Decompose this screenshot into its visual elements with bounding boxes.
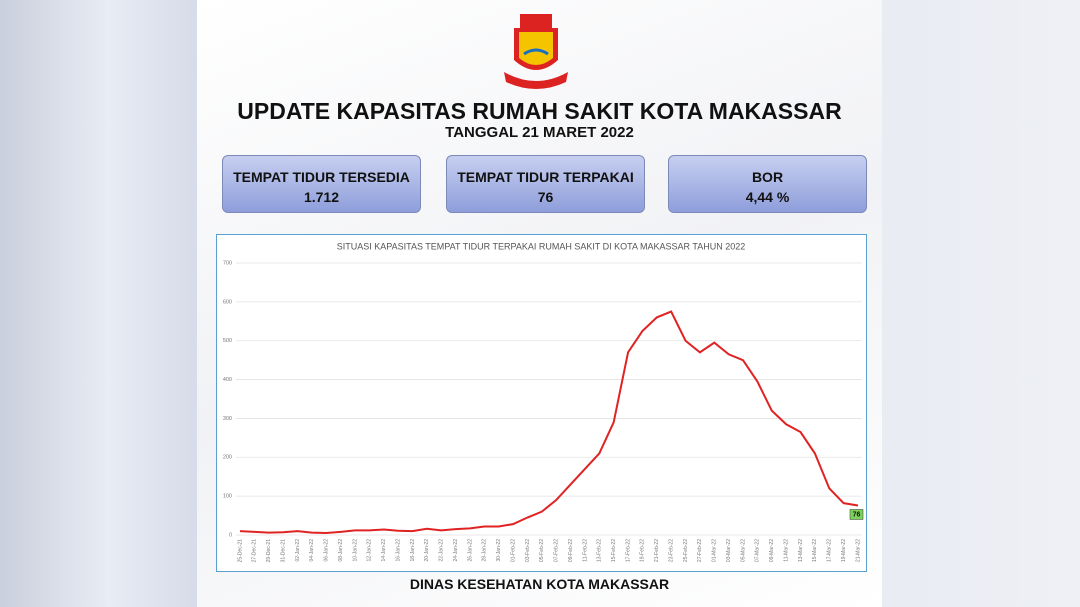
line bbox=[239, 310, 859, 535]
subtitle: TANGGAL 21 MARET 2022 bbox=[445, 124, 634, 141]
x-tick-label: 19-Mar-22 bbox=[841, 539, 847, 562]
x-tick-label: 11-Mar-22 bbox=[783, 539, 789, 562]
x-tick-label: 03-Feb-22 bbox=[525, 539, 531, 562]
stat-value: 76 bbox=[537, 189, 554, 205]
x-tick-label: 05-Feb-22 bbox=[539, 539, 545, 562]
x-tick-label: 04-Jan-22 bbox=[309, 539, 315, 562]
x-tick-label: 21-Feb-22 bbox=[654, 539, 660, 562]
x-tick-label: 30-Jan-22 bbox=[496, 539, 502, 562]
x-tick-label: 11-Feb-22 bbox=[582, 539, 588, 562]
y-tick-label: 500 bbox=[223, 338, 232, 344]
x-tick-label: 03-Mar-22 bbox=[726, 539, 732, 562]
stat-value: 1.712 bbox=[303, 189, 340, 205]
y-tick-label: 100 bbox=[223, 494, 232, 500]
y-tick-label: 200 bbox=[223, 455, 232, 461]
logo-crown bbox=[520, 14, 552, 28]
y-tick-label: 0 bbox=[229, 532, 232, 538]
x-tick-label: 20-Jan-22 bbox=[424, 539, 430, 562]
stat-label: BOR bbox=[751, 169, 784, 185]
stat-box: TEMPAT TIDUR TERPAKAI 76 bbox=[446, 155, 645, 213]
x-tick-label: 25-Dec-21 bbox=[237, 539, 243, 563]
x-tick-label: 01-Mar-22 bbox=[712, 539, 718, 562]
stat-label: TEMPAT TIDUR TERSEDIA bbox=[233, 169, 410, 185]
x-tick-label: 02-Jan-22 bbox=[295, 539, 301, 562]
logo-ribbon bbox=[504, 72, 568, 89]
x-tick-label: 07-Feb-22 bbox=[554, 539, 560, 562]
x-tick-label: 23-Feb-22 bbox=[668, 539, 674, 562]
x-tick-label: 17-Feb-22 bbox=[625, 539, 631, 562]
x-tick-label: 06-Jan-22 bbox=[324, 539, 330, 562]
x-tick-label: 29-Dec-21 bbox=[266, 539, 272, 563]
title: UPDATE KAPASITAS RUMAH SAKIT KOTA MAKASS… bbox=[237, 98, 842, 124]
x-tick-label: 17-Mar-22 bbox=[827, 539, 833, 562]
x-tick-label: 28-Jan-22 bbox=[482, 539, 488, 562]
stat-box: TEMPAT TIDUR TERSEDIA 1.712 bbox=[222, 155, 421, 213]
x-tick-label: 19-Feb-22 bbox=[640, 539, 646, 562]
x-tick-label: 08-Jan-22 bbox=[338, 539, 344, 562]
x-tick-label: 15-Mar-22 bbox=[812, 539, 818, 562]
footer: DINAS KESEHATAN KOTA MAKASSAR bbox=[409, 576, 670, 592]
x-tick-label: 13-Mar-22 bbox=[798, 539, 804, 562]
x-tick-label: 26-Jan-22 bbox=[467, 539, 473, 562]
logo bbox=[504, 14, 568, 89]
x-tick-label: 14-Jan-22 bbox=[381, 539, 387, 562]
stat-label: TEMPAT TIDUR TERPAKAI bbox=[457, 169, 634, 185]
chart-title: SITUASI KAPASITAS TEMPAT TIDUR TERPAKAI … bbox=[337, 241, 745, 251]
x-tick-label: 16-Jan-22 bbox=[395, 539, 401, 562]
y-tick-label: 600 bbox=[223, 299, 232, 305]
x-tick-label: 22-Jan-22 bbox=[439, 539, 445, 562]
x-tick-label: 07-Mar-22 bbox=[755, 539, 761, 562]
x-tick-label: 18-Jan-22 bbox=[410, 539, 416, 562]
x-tick-label: 15-Feb-22 bbox=[611, 539, 617, 562]
x-tick-label: 27-Feb-22 bbox=[697, 539, 703, 562]
x-tick-label: 10-Jan-22 bbox=[352, 539, 358, 562]
chart-frame bbox=[216, 234, 867, 572]
x-tick-label: 21-Mar-22 bbox=[855, 539, 861, 562]
x-tick-label: 24-Jan-22 bbox=[453, 539, 459, 562]
x-tick-label: 13-Feb-22 bbox=[597, 539, 603, 562]
stat-value: 4,44 % bbox=[745, 189, 790, 205]
y-tick-label: 300 bbox=[223, 416, 232, 422]
x-tick-label: 05-Mar-22 bbox=[740, 539, 746, 562]
x-tick-label: 25-Feb-22 bbox=[683, 539, 689, 562]
x-tick-label: 12-Jan-22 bbox=[367, 539, 373, 562]
logo-wave bbox=[523, 48, 549, 56]
x-tick-label: 09-Feb-22 bbox=[568, 539, 574, 562]
x-tick-label: 31-Dec-21 bbox=[280, 539, 286, 563]
y-tick-label: 700 bbox=[223, 260, 232, 266]
x-tick-label: 27-Dec-21 bbox=[252, 539, 258, 563]
data-label: 76 bbox=[853, 511, 861, 518]
x-tick-label: 01-Feb-22 bbox=[510, 539, 516, 562]
y-tick-label: 400 bbox=[223, 377, 232, 383]
x-tick-label: 09-Mar-22 bbox=[769, 539, 775, 562]
chart: SITUASI KAPASITAS TEMPAT TIDUR TERPAKAI … bbox=[216, 234, 867, 572]
stat-box: BOR 4,44 % bbox=[668, 155, 867, 213]
data-label-box bbox=[849, 509, 864, 520]
